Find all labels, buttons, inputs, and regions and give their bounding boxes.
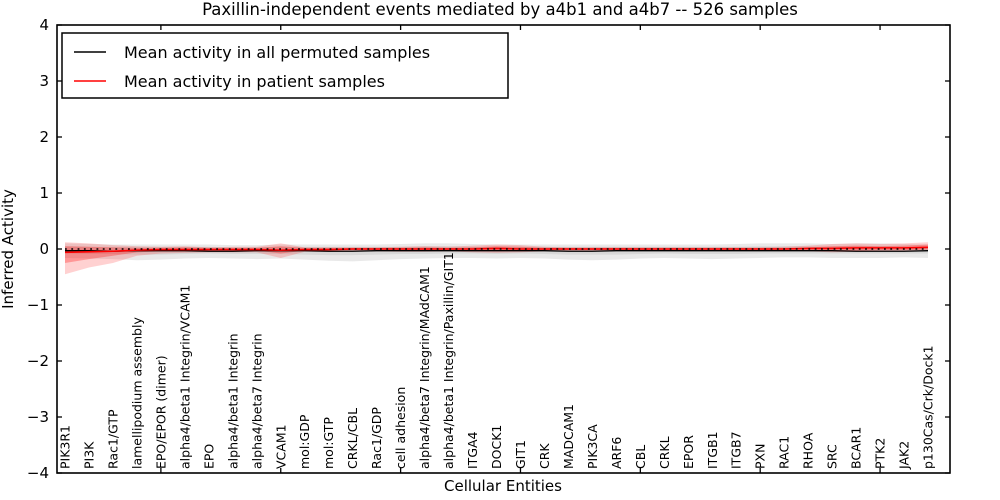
x-category-label: BCAR1 bbox=[849, 427, 864, 469]
x-category-label: alpha4/beta7 Integrin/MAdCAM1 bbox=[417, 266, 432, 469]
y-tick-label: 0 bbox=[39, 240, 49, 258]
x-category-label: mol:GTP bbox=[321, 417, 336, 469]
x-category-label: ITGB1 bbox=[705, 431, 720, 469]
x-category-label: DOCK1 bbox=[489, 425, 504, 469]
x-category-label: PI3K bbox=[81, 441, 96, 469]
y-tick-label: 2 bbox=[39, 128, 49, 146]
x-category-label: mol:GDP bbox=[297, 414, 312, 469]
x-category-label: MADCAM1 bbox=[561, 404, 576, 469]
y-tick-label: 4 bbox=[39, 16, 49, 34]
y-tick-label: −2 bbox=[27, 352, 49, 370]
legend: Mean activity in all permuted samples Me… bbox=[61, 32, 509, 99]
x-category-label: alpha4/beta1 Integrin/VCAM1 bbox=[177, 285, 192, 469]
x-category-label: RHOA bbox=[801, 432, 816, 469]
x-category-label: SRC bbox=[825, 444, 840, 469]
x-category-label: JAK2 bbox=[897, 441, 912, 470]
x-category-label: Rac1/GTP bbox=[105, 409, 120, 469]
x-category-label: EPOR bbox=[681, 435, 696, 469]
plot-area: 4 3 2 1 0 −1 −2 −3 −4 PIK3R1 PI3K Rac1/GTP lamellipo… bbox=[27, 16, 950, 482]
x-category-label: PXN bbox=[753, 444, 768, 469]
y-tick-label: −3 bbox=[27, 408, 49, 426]
x-category-label: alpha4/beta1 Integrin/Paxillin/GIT1 bbox=[441, 252, 456, 469]
x-category-label: PTK2 bbox=[873, 438, 888, 469]
x-category-label: ARF6 bbox=[609, 437, 624, 469]
x-category-label: alpha4/beta1 Integrin bbox=[225, 333, 240, 469]
x-category-label: Rac1/GDP bbox=[369, 407, 384, 469]
chart-title: Paxillin-independent events mediated by … bbox=[202, 0, 798, 19]
permuted-mean-line bbox=[65, 250, 929, 252]
x-axis-label: Cellular Entities bbox=[444, 477, 562, 495]
y-tick-label: −4 bbox=[27, 464, 49, 482]
y-axis-label: Inferred Activity bbox=[0, 189, 17, 309]
x-category-label: CRK bbox=[537, 443, 552, 469]
x-category-label: EPO bbox=[201, 444, 216, 469]
x-category-label: cell adhesion bbox=[393, 387, 408, 469]
x-category-label: p130Cas/Crk/Dock1 bbox=[921, 345, 936, 469]
x-category-label: CRKL bbox=[657, 436, 672, 469]
x-category-label: GIT1 bbox=[513, 440, 528, 469]
x-category-label: PIK3R1 bbox=[58, 425, 73, 469]
x-category-label: CRKL/CBL bbox=[345, 408, 360, 469]
x-category-label: ITGA4 bbox=[465, 431, 480, 469]
plot-border bbox=[56, 24, 951, 474]
legend-box bbox=[61, 32, 509, 99]
legend-label-patient: Mean activity in patient samples bbox=[124, 72, 385, 91]
y-tick-label: −1 bbox=[27, 296, 49, 314]
x-category-label: RAC1 bbox=[777, 436, 792, 469]
x-category-label: CBL bbox=[633, 445, 648, 469]
x-category-label: EPO/EPOR (dimer) bbox=[153, 355, 168, 469]
x-category-label: ITGB7 bbox=[729, 431, 744, 469]
y-tick-label: 1 bbox=[39, 184, 49, 202]
legend-label-permuted: Mean activity in all permuted samples bbox=[124, 43, 430, 62]
permuted-envelope-outer-band bbox=[65, 243, 928, 262]
x-category-label: lamellipodium assembly bbox=[129, 317, 144, 469]
y-tick-label: 3 bbox=[39, 72, 49, 90]
x-category-label: PIK3CA bbox=[585, 424, 600, 469]
x-category-label: VCAM1 bbox=[273, 424, 288, 469]
x-category-label: alpha4/beta7 Integrin bbox=[249, 333, 264, 469]
